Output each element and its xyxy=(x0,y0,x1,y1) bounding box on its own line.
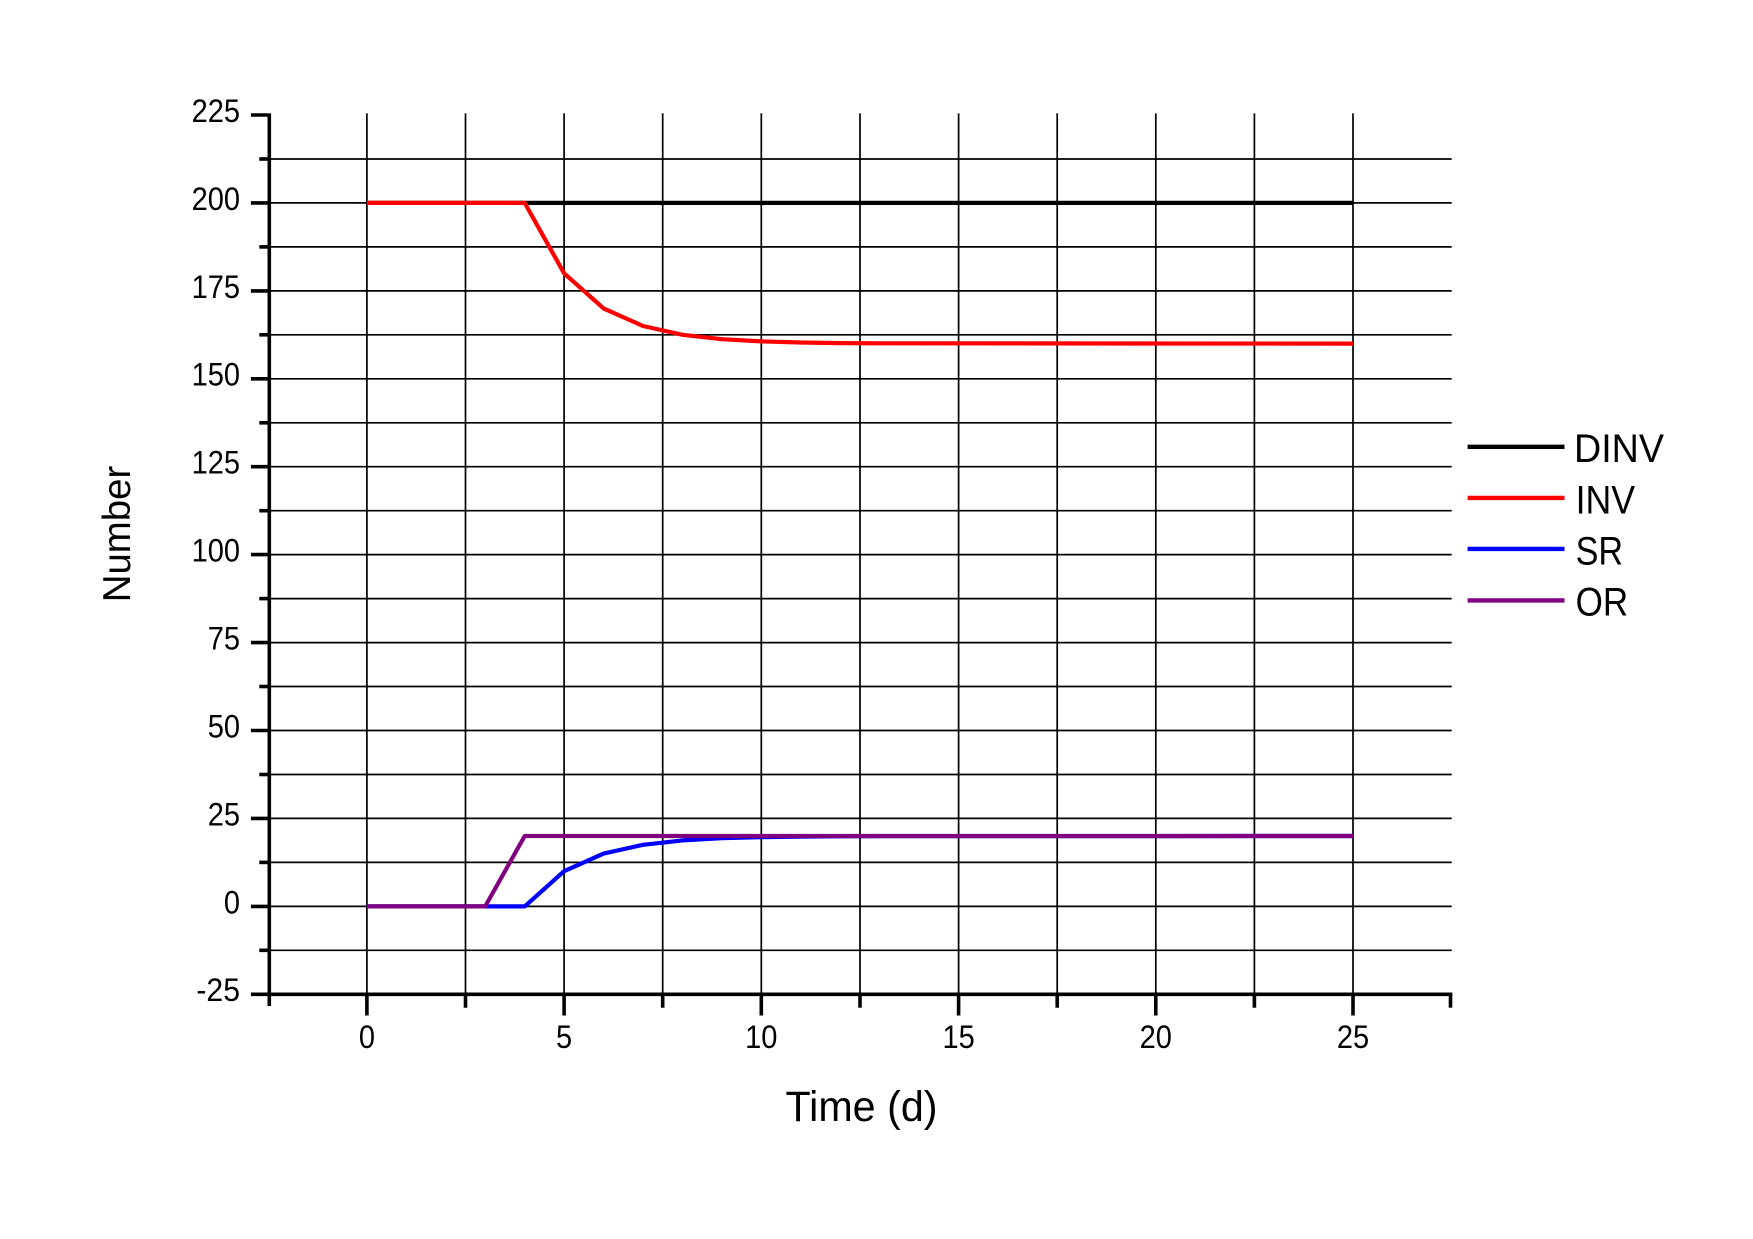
svg-text:75: 75 xyxy=(208,621,240,657)
svg-text:100: 100 xyxy=(192,533,240,569)
svg-text:-25: -25 xyxy=(196,972,240,1008)
svg-text:50: 50 xyxy=(208,708,240,744)
svg-text:225: 225 xyxy=(192,93,240,129)
svg-text:Number: Number xyxy=(96,466,139,603)
svg-text:OR: OR xyxy=(1576,581,1629,625)
svg-text:SR: SR xyxy=(1576,530,1624,574)
svg-text:10: 10 xyxy=(745,1019,777,1055)
svg-text:15: 15 xyxy=(942,1019,974,1055)
svg-text:200: 200 xyxy=(192,181,240,217)
svg-text:5: 5 xyxy=(556,1019,572,1055)
svg-text:0: 0 xyxy=(224,884,240,920)
svg-text:25: 25 xyxy=(208,796,240,832)
svg-text:0: 0 xyxy=(359,1019,375,1055)
svg-text:25: 25 xyxy=(1337,1019,1369,1055)
svg-text:INV: INV xyxy=(1576,478,1636,522)
svg-text:125: 125 xyxy=(192,445,240,481)
svg-text:175: 175 xyxy=(192,269,240,305)
svg-text:Time (d): Time (d) xyxy=(786,1083,938,1131)
svg-text:DINV: DINV xyxy=(1574,427,1664,471)
svg-text:150: 150 xyxy=(192,357,240,393)
svg-text:20: 20 xyxy=(1140,1019,1172,1055)
